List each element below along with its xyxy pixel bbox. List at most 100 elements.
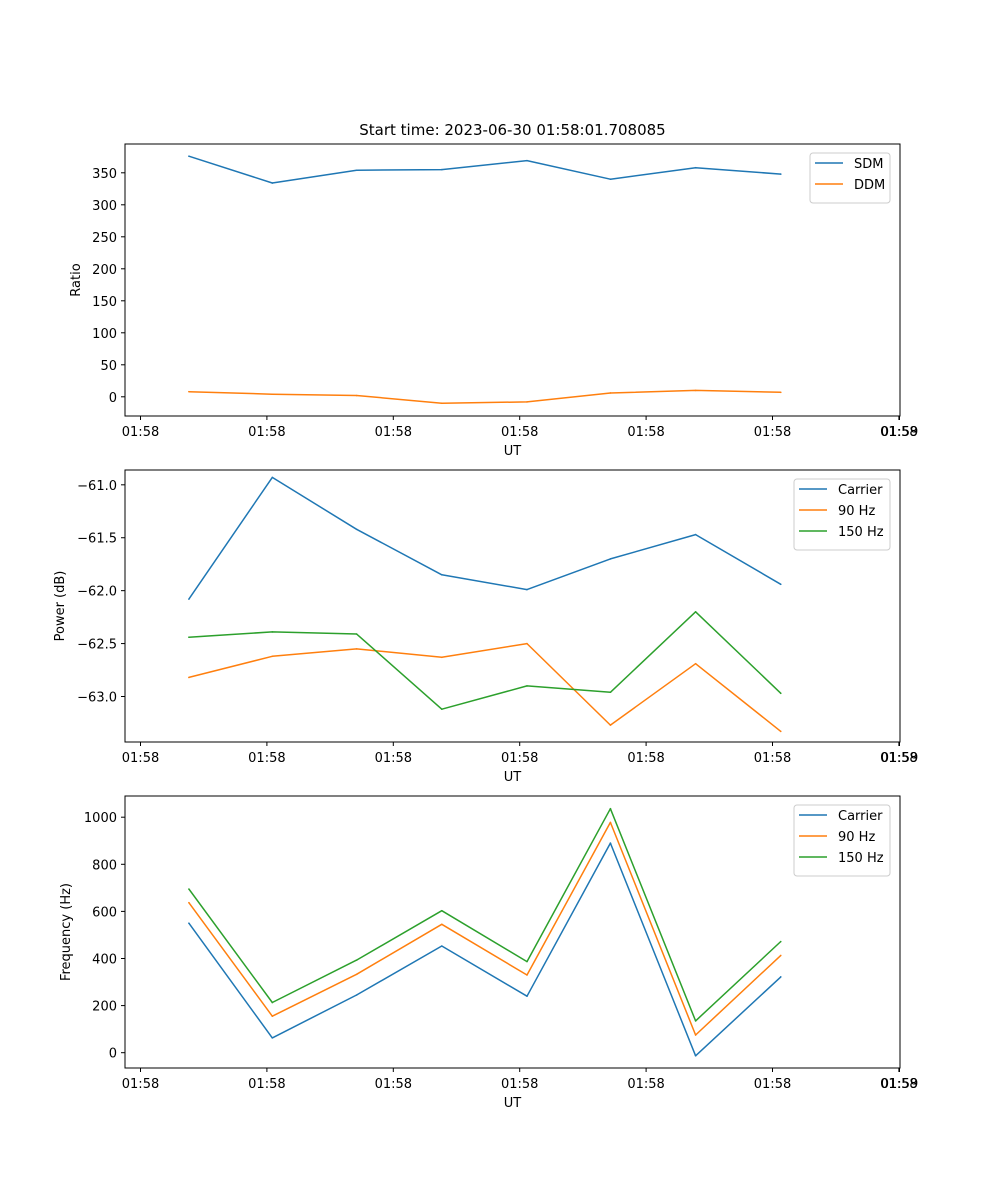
power-carrier-point (188, 598, 190, 600)
ratio-sdm-point (271, 182, 274, 184)
ratio-legend: SDM DDM (809, 152, 891, 204)
power-x-tick-label: 01:58 (375, 751, 412, 766)
power-90-hz-point (271, 655, 274, 658)
frequency-subplot: 01:58 01:58 01:58 01:58 01:58 01:58 01:5801:59… (59, 795, 918, 1111)
ratio-legend-label: DDM (854, 178, 885, 193)
frequency-x-tick-label: 01:58 (248, 1077, 285, 1092)
ratio-x-tick-label: 01:58 (880, 425, 917, 440)
frequency-90-hz-point (609, 821, 612, 824)
power-legend-box (793, 478, 891, 551)
ratio-series-sdm (188, 155, 781, 184)
ratio-ddm-point (526, 401, 528, 403)
power-90-hz-point (609, 724, 612, 726)
frequency-x-tick-label: 01:58 (501, 1077, 538, 1092)
power-150-hz-point (441, 708, 443, 710)
frequency-carrier-point (779, 976, 782, 978)
power-150-hz-point (694, 611, 697, 613)
ratio-x-tick-label: 01:58 (375, 425, 412, 440)
power-150-hz-point (188, 636, 190, 639)
frequency-legend-box (793, 804, 891, 877)
frequency-series-90-hz (188, 821, 782, 1036)
power-150-hz-point (355, 633, 358, 635)
frequency-y-axis-label: Frequency (Hz) (59, 883, 74, 981)
frequency-150-hz-point (609, 807, 612, 810)
power-legend-label: 90 Hz (838, 504, 875, 519)
ratio-sdm-point (188, 155, 190, 157)
power-y-tick-label: −62.5 (77, 638, 117, 653)
frequency-legend: Carrier 90 Hz 150 Hz (793, 804, 891, 877)
ratio-axes-frame (124, 143, 901, 417)
ratio-series-ddm (188, 389, 781, 404)
ratio-ddm-point (188, 390, 190, 393)
ratio-sdm-point (779, 173, 782, 175)
ratio-sdm-point (609, 178, 612, 180)
ratio-y-axis-label: Ratio (69, 263, 84, 296)
frequency-carrier-point (188, 922, 190, 924)
ratio-ddm-point (609, 392, 612, 394)
frequency-90-hz-point (779, 954, 782, 957)
frequency-series-carrier (188, 842, 782, 1057)
power-carrier-point (441, 573, 443, 576)
frequency-x-tick-label: 01:59 (881, 1077, 918, 1092)
power-y-tick-label: −61.5 (77, 532, 117, 547)
frequency-legend-label: Carrier (838, 809, 883, 824)
power-carrier-point (271, 476, 274, 479)
ratio-ddm-point (779, 391, 782, 394)
ratio-ddm-point (271, 393, 274, 396)
power-carrier-point (609, 558, 612, 560)
power-90-hz-point (779, 730, 782, 733)
power-series-carrier (188, 476, 782, 600)
power-legend: Carrier 90 Hz 150 Hz (793, 478, 891, 551)
power-carrier-point (526, 588, 528, 591)
frequency-y-tick-label: 1000 (84, 811, 117, 826)
frequency-90-hz-point (441, 923, 443, 926)
power-x-axis-label: UT (504, 770, 522, 785)
power-x-tick-label: 01:59 (881, 751, 918, 766)
power-legend-label: 150 Hz (838, 525, 884, 540)
frequency-y-tick-label: 400 (92, 952, 117, 967)
power-series-150-hz (188, 611, 782, 710)
frequency-legend-label: 150 Hz (838, 851, 884, 866)
frequency-90-hz-point (271, 1015, 274, 1017)
power-90-hz-point (694, 662, 697, 665)
frequency-150-hz-point (779, 940, 782, 943)
power-150-hz-point (779, 692, 782, 695)
power-90-hz-point (355, 648, 358, 650)
ratio-ddm-point (355, 394, 358, 397)
frequency-150-hz-point (355, 959, 358, 961)
power-carrier-point (779, 583, 782, 586)
ratio-x-tick-label: 01:58 (248, 425, 285, 440)
frequency-carrier-point (355, 994, 358, 996)
power-90-hz-point (188, 676, 190, 679)
ratio-x-tick-label: 01:58 (754, 425, 791, 440)
ratio-legend-label: SDM (854, 157, 883, 172)
ratio-x-tick-label: 01:59 (881, 425, 918, 440)
power-y-tick-label: −61.0 (77, 479, 117, 494)
ratio-y-tick-label: 250 (92, 231, 117, 246)
frequency-legend-label: 90 Hz (838, 830, 875, 845)
frequency-x-tick-label: 01:58 (375, 1077, 412, 1092)
ratio-sdm-point (694, 166, 697, 169)
power-x-tick-label: 01:58 (501, 751, 538, 766)
frequency-carrier-point (609, 842, 612, 844)
power-90-hz-point (441, 656, 443, 659)
ratio-y-tick-label: 300 (92, 199, 117, 214)
power-150-hz-point (271, 631, 274, 633)
frequency-carrier-point (526, 995, 528, 997)
frequency-90-hz-point (355, 973, 358, 976)
frequency-150-hz-point (441, 909, 443, 912)
power-y-axis-label: Power (dB) (53, 571, 68, 642)
frequency-y-tick-label: 800 (92, 858, 117, 873)
frequency-x-tick-label: 01:58 (880, 1077, 917, 1092)
power-y-tick-label: −62.0 (77, 585, 117, 600)
frequency-x-axis-label: UT (504, 1096, 522, 1111)
ratio-legend-box (809, 152, 891, 204)
frequency-150-hz-point (188, 888, 190, 890)
ratio-x-tick-label: 01:58 (627, 425, 664, 440)
ratio-y-tick-label: 200 (92, 263, 117, 278)
ratio-x-tick-label: 01:58 (122, 425, 159, 440)
ratio-y-tick-label: 100 (92, 327, 117, 342)
power-90-hz-point (526, 642, 528, 645)
ratio-y-tick-label: 150 (92, 295, 117, 310)
